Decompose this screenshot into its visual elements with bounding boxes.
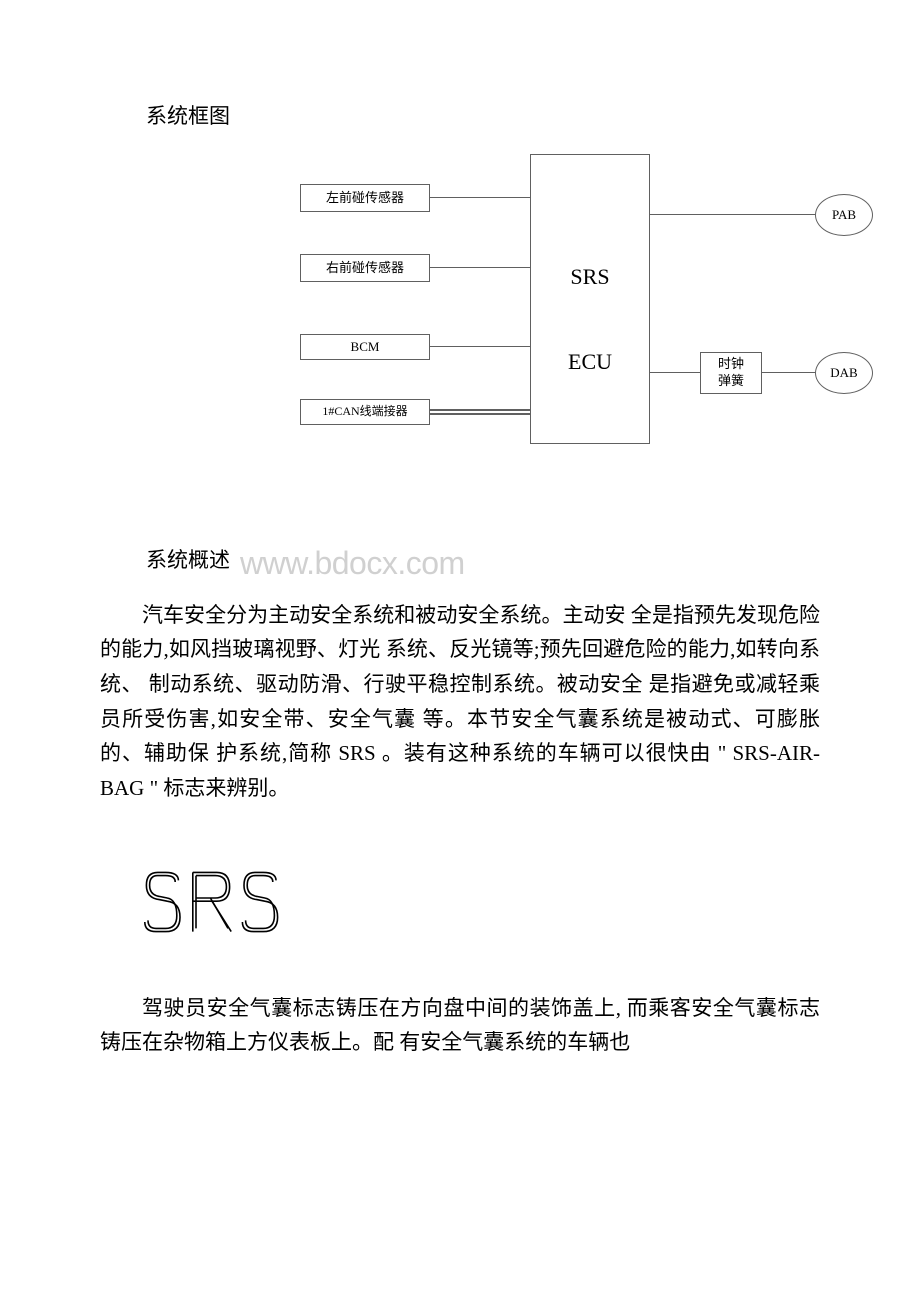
system-block-diagram: SRS ECU 左前碰传感器 右前碰传感器 BCM 1#CAN线端接器 PAB … (200, 154, 880, 484)
node-srs-ecu (530, 154, 650, 444)
edge-clock-dab (762, 372, 815, 373)
edge-lfs-srs (430, 197, 530, 198)
section2-row: 系统概述 www.bdocx.com (100, 544, 820, 582)
edge-srs-clock (650, 372, 700, 373)
edge-srs-pab (650, 214, 815, 215)
clock-spring-label: 时钟 弹簧 (718, 356, 744, 390)
edge-bcm-srs (430, 346, 530, 347)
node-pab: PAB (815, 194, 873, 236)
node-dab: DAB (815, 352, 873, 394)
node-can-connector: 1#CAN线端接器 (300, 399, 430, 425)
node-right-front-sensor: 右前碰传感器 (300, 254, 430, 282)
ecu-label: ECU (552, 349, 628, 375)
section1-title: 系统框图 (146, 100, 820, 130)
edge-can-srs (430, 409, 530, 411)
section2-title: 系统概述 (146, 544, 230, 574)
overview-paragraph-2: 驾驶员安全气囊标志铸压在方向盘中间的装饰盖上, 而乘客安全气囊标志铸压在杂物箱上… (100, 991, 820, 1060)
node-clock-spring: 时钟 弹簧 (700, 352, 762, 394)
node-left-front-sensor: 左前碰传感器 (300, 184, 430, 212)
overview-paragraph-1: 汽车安全分为主动安全系统和被动安全系统。主动安 全是指预先发现危险的能力,如风挡… (100, 598, 820, 806)
srs-logo (140, 866, 820, 951)
edge-rfs-srs (430, 267, 530, 268)
node-bcm: BCM (300, 334, 430, 360)
srs-label: SRS (552, 264, 628, 290)
watermark-text: www.bdocx.com (240, 545, 465, 582)
